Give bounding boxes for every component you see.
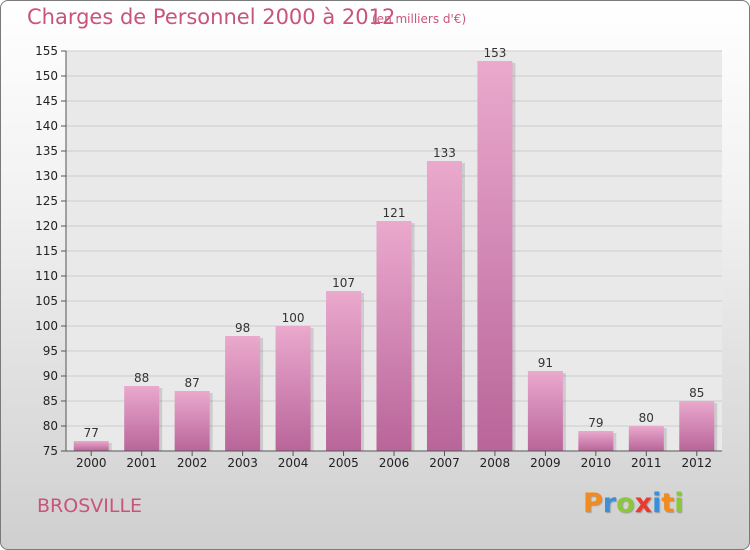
y-tick-label: 135 bbox=[35, 144, 58, 158]
x-tick-label: 2010 bbox=[581, 456, 612, 470]
bar-value-label: 107 bbox=[332, 276, 355, 290]
x-tick-label: 2000 bbox=[76, 456, 107, 470]
x-tick-label: 2004 bbox=[278, 456, 309, 470]
bar bbox=[578, 431, 614, 451]
logo-letter: r bbox=[602, 488, 617, 519]
x-tick-label: 2007 bbox=[429, 456, 460, 470]
bar-value-label: 79 bbox=[588, 416, 603, 430]
chart-title: Charges de Personnel 2000 à 2012 bbox=[27, 5, 396, 29]
x-tick-label: 2006 bbox=[379, 456, 410, 470]
bar-value-label: 91 bbox=[538, 356, 553, 370]
x-tick-label: 2008 bbox=[480, 456, 511, 470]
y-tick-label: 105 bbox=[35, 294, 58, 308]
y-tick-label: 100 bbox=[35, 319, 58, 333]
y-tick-label: 80 bbox=[43, 419, 58, 433]
x-tick-label: 2011 bbox=[631, 456, 662, 470]
commune-name: BROSVILLE bbox=[37, 495, 143, 517]
y-tick-label: 120 bbox=[35, 219, 58, 233]
y-tick-label: 150 bbox=[35, 69, 58, 83]
bar bbox=[477, 61, 513, 451]
bar bbox=[225, 336, 261, 451]
bar-value-label: 153 bbox=[483, 46, 506, 60]
bar bbox=[628, 426, 664, 451]
bar-value-label: 133 bbox=[433, 146, 456, 160]
bar-value-label: 80 bbox=[639, 411, 654, 425]
y-tick-label: 130 bbox=[35, 169, 58, 183]
y-tick-label: 90 bbox=[43, 369, 58, 383]
y-tick-label: 110 bbox=[35, 269, 58, 283]
logo-letter: i bbox=[652, 488, 662, 519]
x-tick-label: 2001 bbox=[126, 456, 157, 470]
bar-value-label: 98 bbox=[235, 321, 250, 335]
bar-value-label: 77 bbox=[84, 426, 99, 440]
chart-unit: (en milliers d'€) bbox=[372, 12, 467, 26]
y-tick-label: 140 bbox=[35, 119, 58, 133]
bar-value-label: 85 bbox=[689, 386, 704, 400]
bar bbox=[124, 386, 160, 451]
y-tick-label: 85 bbox=[43, 394, 58, 408]
y-tick-label: 145 bbox=[35, 94, 58, 108]
x-tick-label: 2002 bbox=[177, 456, 208, 470]
logo-letter: t bbox=[661, 488, 675, 519]
y-tick-label: 95 bbox=[43, 344, 58, 358]
bar bbox=[326, 291, 362, 451]
y-tick-label: 155 bbox=[35, 44, 58, 58]
x-tick-label: 2003 bbox=[227, 456, 258, 470]
x-tick-label: 2009 bbox=[530, 456, 561, 470]
logo-letter: i bbox=[674, 488, 684, 519]
bar-value-label: 88 bbox=[134, 371, 149, 385]
bar bbox=[426, 161, 462, 451]
x-tick-label: 2012 bbox=[681, 456, 712, 470]
bar bbox=[376, 221, 412, 451]
bar bbox=[275, 326, 311, 451]
logo-letter: x bbox=[634, 488, 653, 519]
bar bbox=[73, 441, 109, 451]
bar-value-label: 121 bbox=[383, 206, 406, 220]
y-tick-label: 125 bbox=[35, 194, 58, 208]
bar bbox=[527, 371, 563, 451]
bar-value-label: 100 bbox=[282, 311, 305, 325]
logo-letter: o bbox=[616, 488, 635, 519]
x-tick-label: 2005 bbox=[328, 456, 359, 470]
y-tick-label: 75 bbox=[43, 444, 58, 458]
y-tick-label: 115 bbox=[35, 244, 58, 258]
bar bbox=[174, 391, 210, 451]
logo-letter: P bbox=[583, 488, 603, 519]
bar bbox=[679, 401, 715, 451]
proxiti-logo: Proxiti bbox=[583, 488, 684, 519]
bar-value-label: 87 bbox=[185, 376, 200, 390]
